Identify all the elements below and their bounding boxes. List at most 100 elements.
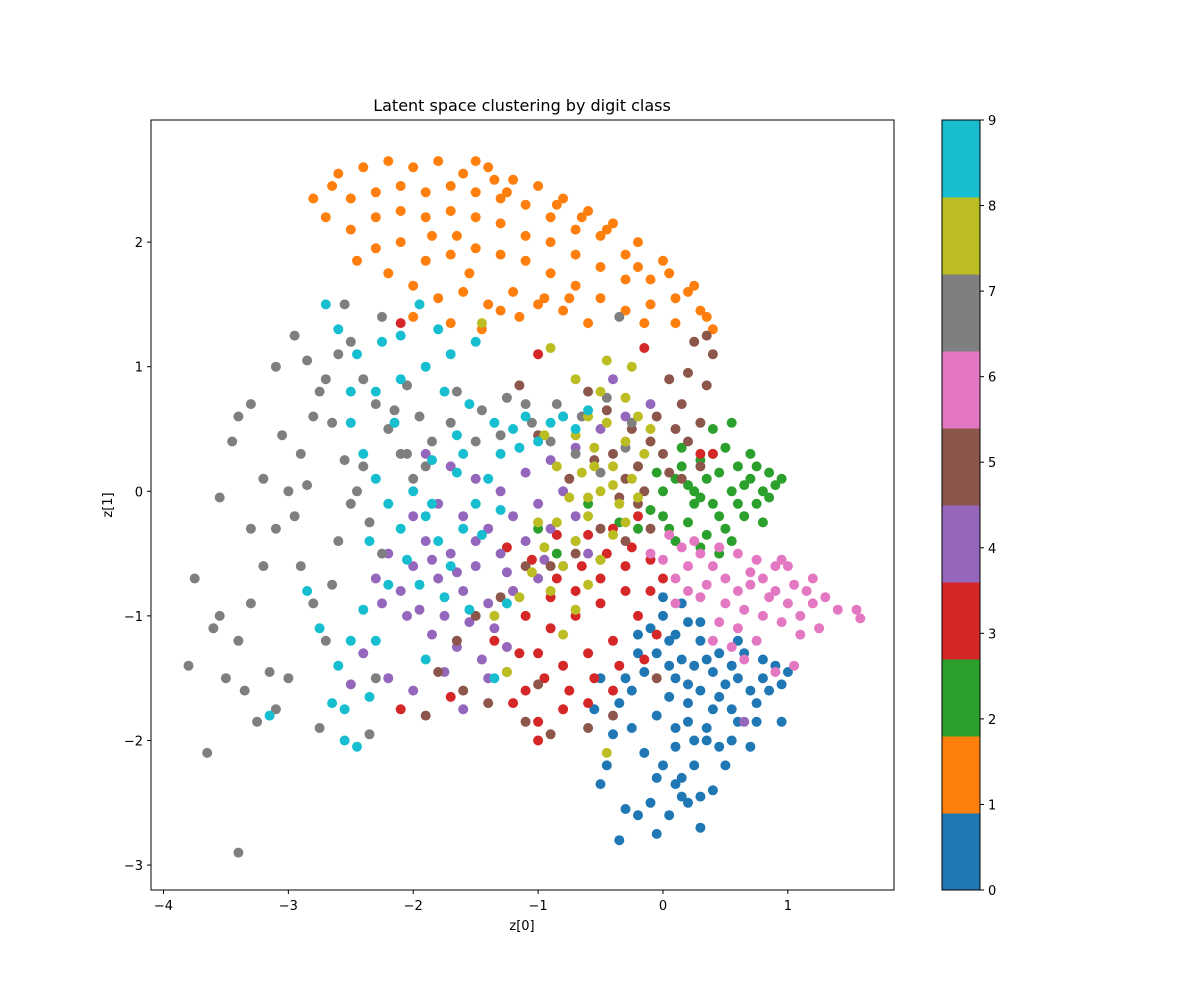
data-point xyxy=(483,473,494,484)
data-point xyxy=(614,311,625,322)
data-point xyxy=(551,573,562,584)
data-point xyxy=(495,448,506,459)
data-point xyxy=(545,455,556,466)
data-point xyxy=(757,654,768,665)
data-point xyxy=(739,654,750,665)
data-point xyxy=(314,386,325,397)
data-point xyxy=(658,592,668,603)
data-point xyxy=(558,629,569,640)
data-point xyxy=(701,654,712,665)
data-point xyxy=(714,467,725,478)
data-point xyxy=(745,741,756,752)
data-point xyxy=(707,424,718,434)
data-point xyxy=(395,318,406,329)
data-point xyxy=(320,212,331,223)
data-point xyxy=(377,548,387,559)
data-point xyxy=(308,598,319,609)
data-point xyxy=(807,598,818,609)
data-point xyxy=(751,554,762,565)
data-point xyxy=(570,448,581,459)
data-point xyxy=(707,704,718,715)
series-class-1 xyxy=(308,156,718,335)
data-point xyxy=(551,399,562,410)
data-point xyxy=(683,367,693,378)
data-point xyxy=(670,536,681,547)
data-point xyxy=(339,299,350,310)
data-point xyxy=(589,442,600,453)
data-point xyxy=(495,193,506,204)
data-point xyxy=(508,424,519,434)
data-point xyxy=(757,610,768,621)
data-point xyxy=(245,399,256,410)
data-point xyxy=(720,573,731,584)
data-point xyxy=(639,448,650,459)
data-point xyxy=(533,573,544,584)
data-point xyxy=(732,673,743,684)
colorbar-segment xyxy=(942,274,980,352)
data-point xyxy=(445,691,456,702)
data-point xyxy=(414,579,425,590)
data-point xyxy=(526,567,537,578)
data-point xyxy=(683,716,693,727)
data-point xyxy=(707,635,718,646)
data-point xyxy=(595,467,606,478)
x-tick-label: −4 xyxy=(154,899,173,914)
data-point xyxy=(701,380,712,391)
data-point xyxy=(651,772,662,783)
data-point xyxy=(651,828,662,839)
colorbar-segment xyxy=(942,120,980,198)
data-point xyxy=(664,635,675,646)
colorbar-tick-label: 4 xyxy=(988,542,996,557)
x-axis: −4 −3 −2 −1 0 1 xyxy=(154,890,792,914)
colorbar-tick-label: 6 xyxy=(988,371,996,386)
data-point xyxy=(345,193,356,204)
data-point xyxy=(683,561,693,572)
data-point xyxy=(664,529,675,540)
data-point xyxy=(745,448,756,459)
data-point xyxy=(320,299,331,310)
data-point xyxy=(595,262,606,272)
data-point xyxy=(470,156,481,167)
data-point xyxy=(533,648,544,659)
data-point xyxy=(383,579,394,590)
data-point xyxy=(470,610,481,621)
data-point xyxy=(645,436,656,447)
data-point xyxy=(757,517,768,528)
data-point xyxy=(339,735,350,746)
data-point xyxy=(645,505,656,515)
data-point xyxy=(202,747,213,758)
data-point xyxy=(720,442,731,453)
data-point xyxy=(751,716,762,727)
data-point xyxy=(495,218,506,229)
data-point xyxy=(370,399,381,410)
data-point xyxy=(470,336,481,347)
data-point xyxy=(633,610,643,621)
data-point xyxy=(739,480,750,491)
data-point xyxy=(377,311,387,322)
series-class-4 xyxy=(345,374,750,727)
data-point xyxy=(370,243,381,254)
data-point xyxy=(364,536,375,547)
data-point xyxy=(420,511,431,522)
data-point xyxy=(345,498,356,509)
data-point xyxy=(520,399,531,410)
data-point xyxy=(458,704,469,715)
data-point xyxy=(445,461,456,472)
data-point xyxy=(789,579,800,590)
data-point xyxy=(658,573,668,584)
colorbar-tick-label: 7 xyxy=(988,285,996,300)
data-point xyxy=(651,411,662,422)
y-tick-label: −2 xyxy=(124,734,143,749)
data-point xyxy=(445,417,456,428)
data-point xyxy=(583,405,594,416)
data-point xyxy=(370,187,381,198)
y-tick-label: 2 xyxy=(135,236,143,251)
data-point xyxy=(345,679,356,690)
data-point xyxy=(570,224,581,235)
data-point xyxy=(570,374,581,385)
data-point xyxy=(408,162,419,173)
data-point xyxy=(345,417,356,428)
data-point xyxy=(302,480,313,491)
plot-frame xyxy=(150,119,895,891)
data-point xyxy=(801,586,812,596)
